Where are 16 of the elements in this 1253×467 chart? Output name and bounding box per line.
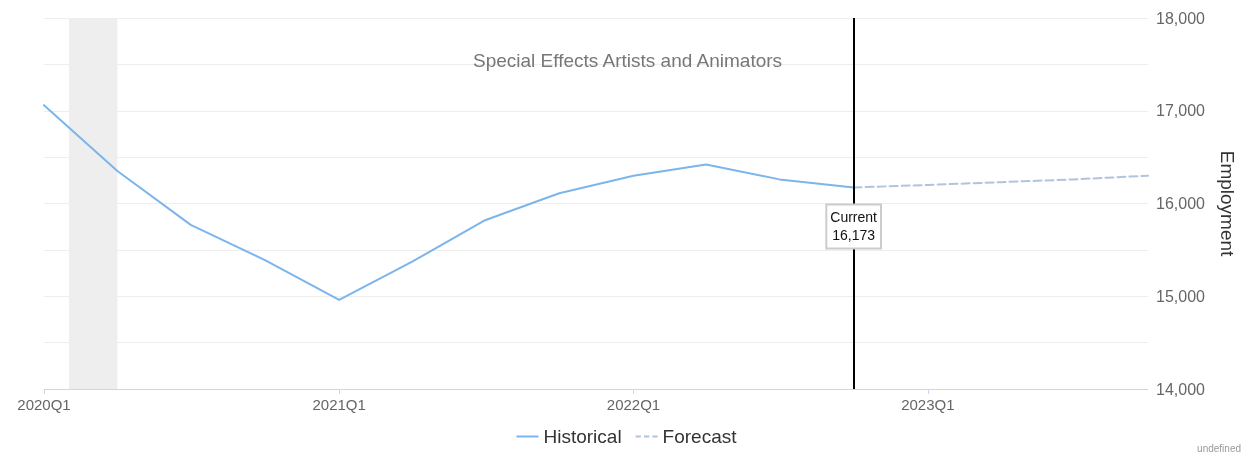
x-tick-label: 2021Q1: [312, 396, 366, 413]
legend-label: Historical: [543, 426, 622, 447]
y-tick-label: 15,000: [1156, 287, 1206, 305]
x-tick-label: 2022Q1: [606, 396, 661, 413]
y-tick-label: 16,000: [1156, 195, 1206, 212]
text: undefined: [1197, 442, 1242, 454]
y-tick-label: 17,000: [1156, 102, 1206, 120]
annotation: Current 16,173: [830, 209, 878, 244]
x-tick-label: 2020Q1: [17, 396, 71, 413]
y-axis-title: Employment: [1217, 150, 1238, 258]
legend-label: Forecast: [662, 426, 738, 447]
x-tick-label: 2023Q1: [901, 396, 955, 413]
text: Special Effects Artists and Animators: [473, 50, 783, 71]
line-series: [852, 174, 1149, 189]
y-tick-label: 14,000: [1156, 380, 1206, 398]
y-tick-label: 18,000: [1156, 9, 1206, 27]
